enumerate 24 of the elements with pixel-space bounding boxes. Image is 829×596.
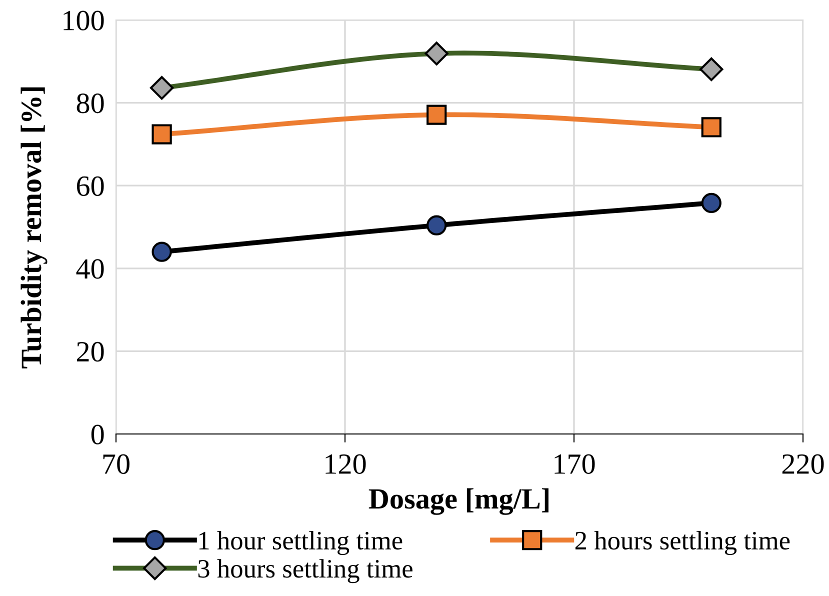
x-tick-label: 70 <box>103 454 130 474</box>
point <box>152 242 172 262</box>
y-tick-label: 100 <box>64 10 104 30</box>
y-tick-label: 20 <box>77 342 104 362</box>
y-tick-label: 60 <box>76 176 104 196</box>
y-tick-label: 40 <box>76 259 104 279</box>
legend-label: 3 hours settling time <box>198 559 412 584</box>
x-axis-title: Dosage [mg/L] <box>368 488 548 515</box>
point <box>424 42 448 66</box>
y-tick-label: 0 <box>91 424 104 444</box>
point <box>700 57 724 82</box>
x-tick-label: 220 <box>782 454 824 474</box>
legend-label: 1 hour settling time <box>199 531 402 556</box>
point <box>701 117 722 138</box>
x-tick-label: 170 <box>554 454 595 474</box>
point <box>426 215 447 236</box>
x-tick-label: 120 <box>326 454 366 474</box>
y-tick-label: 80 <box>76 94 104 114</box>
legend-label: 2 hours settling time <box>575 531 790 556</box>
point <box>152 124 172 144</box>
point <box>426 104 447 125</box>
point <box>150 76 174 100</box>
y-axis-title: Turbidity removal [%] <box>20 87 48 368</box>
point <box>701 192 722 214</box>
